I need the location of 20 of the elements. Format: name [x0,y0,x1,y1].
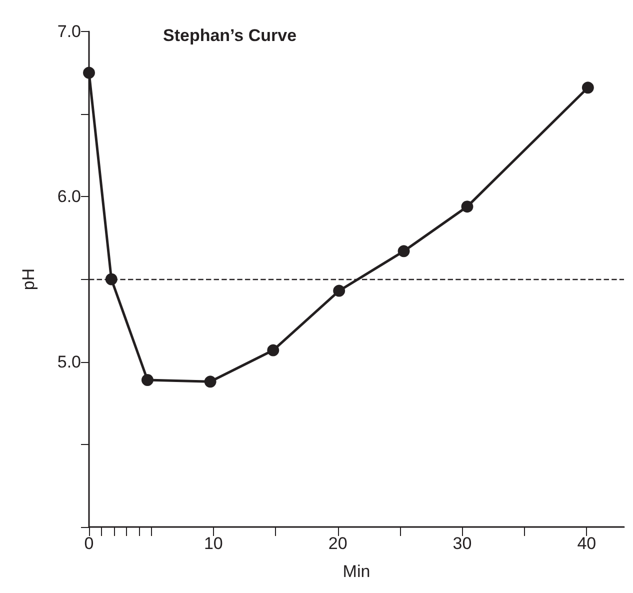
chart-title: Stephan’s Curve [163,26,297,45]
point [333,284,346,297]
x-tick-label: 40 [577,534,596,553]
x-tick-label: 20 [328,534,348,553]
point [582,82,594,94]
x-tick-label: 0 [84,534,94,553]
y-tick-label: 6.0 [57,187,81,206]
y-tick-label: 7.0 [57,22,81,41]
point [267,344,280,356]
point [461,200,474,213]
point [105,273,118,286]
x-tick-label: 10 [204,534,223,553]
point [204,376,216,388]
point [398,245,410,258]
point [83,66,95,79]
y-tick-label: 5.0 [57,352,81,372]
point [141,374,154,386]
y-axis-title: pH [19,268,38,290]
x-tick-label: 30 [452,534,472,553]
x-axis-title: Min [342,562,370,581]
